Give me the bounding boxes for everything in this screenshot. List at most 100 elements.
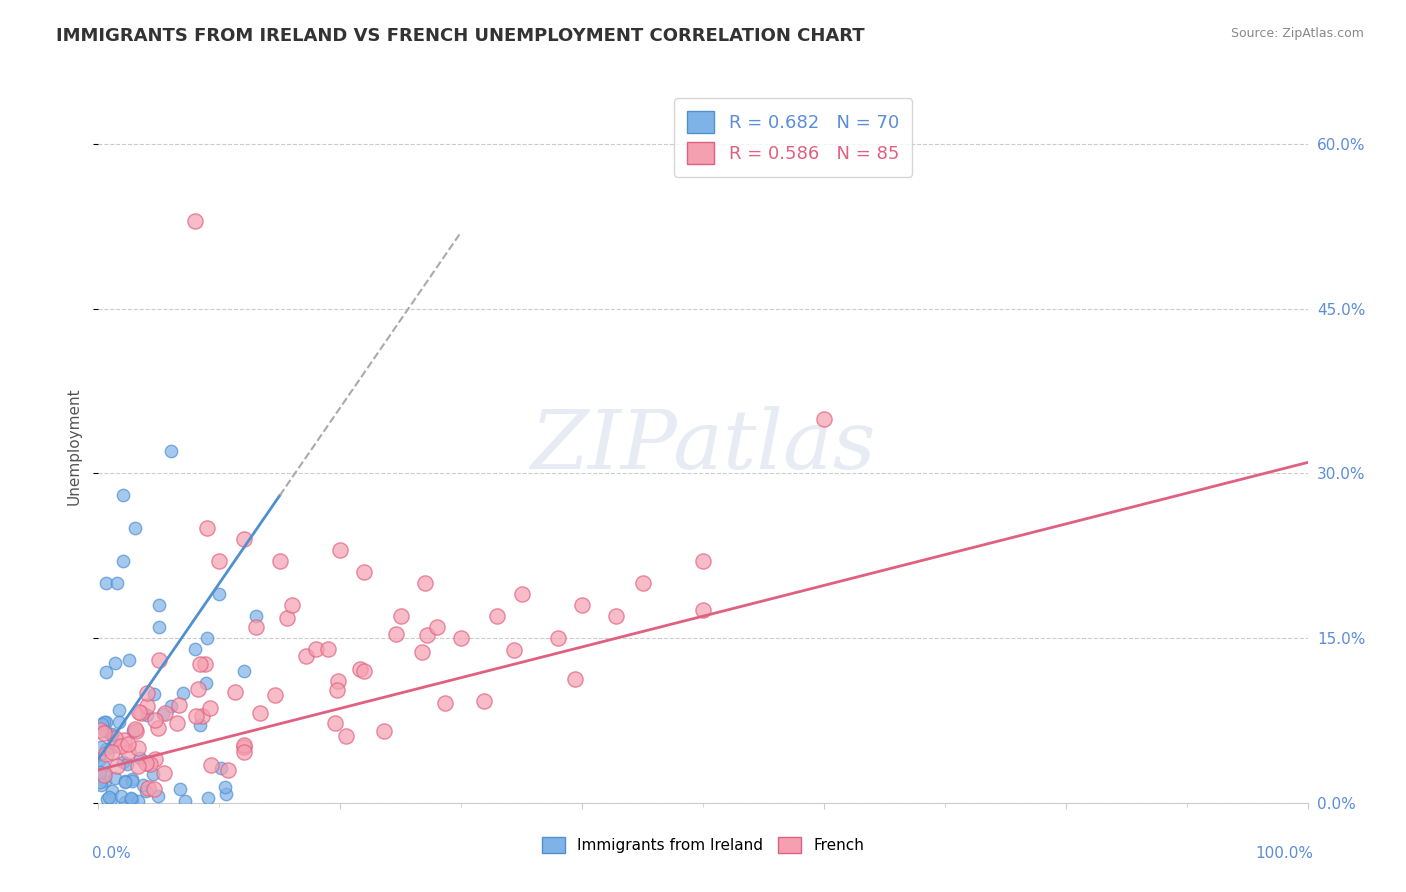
Point [416,628,439,642]
Point [148,620,170,634]
Point [510,587,533,601]
Point [195,676,218,690]
Point [112,733,135,747]
Point [434,697,457,711]
Point [605,609,627,624]
Point [132,778,155,792]
Point [323,716,346,731]
Point [89,775,111,789]
Point [124,722,146,736]
Point [93,726,115,740]
Point [89,765,111,780]
Point [631,576,654,591]
Point [90,779,112,793]
Point [105,759,128,773]
Point [385,626,408,640]
Point [184,709,207,723]
Point [93,767,115,781]
Point [121,724,143,739]
Text: ZIPatlas: ZIPatlas [530,406,876,486]
Point [96,742,118,756]
Point [269,554,291,568]
Point [547,631,569,645]
Point [100,728,122,742]
Point [139,756,162,771]
Point [110,789,132,803]
Point [136,698,159,713]
Text: 100.0%: 100.0% [1256,846,1313,861]
Point [96,791,118,805]
Point [94,714,117,729]
Point [135,686,157,700]
Text: 0.0%: 0.0% [93,846,131,861]
Point [101,745,124,759]
Text: IMMIGRANTS FROM IRELAND VS FRENCH UNEMPLOYMENT CORRELATION CHART: IMMIGRANTS FROM IRELAND VS FRENCH UNEMPL… [56,27,865,45]
Point [198,701,221,715]
Point [295,648,318,663]
Point [426,620,449,634]
Point [486,609,509,624]
Point [129,706,152,720]
Point [121,791,143,805]
Point [174,794,197,808]
Point [224,685,246,699]
Point [276,611,298,625]
Point [571,598,593,612]
Point [169,781,191,796]
Point [184,642,207,657]
Point [143,687,166,701]
Point [692,554,714,568]
Point [111,488,134,502]
Point [117,737,139,751]
Point [502,643,524,657]
Point [89,753,111,767]
Point [118,653,141,667]
Point [129,750,152,764]
Point [349,662,371,676]
Point [200,757,222,772]
Point [90,740,112,755]
Point [692,603,714,617]
Point [114,775,136,789]
Point [373,723,395,738]
Point [136,781,159,796]
Point [94,665,117,679]
Point [214,780,236,794]
Point [217,763,239,777]
Point [94,724,117,739]
Point [249,706,271,720]
Point [127,759,149,773]
Point [124,521,146,535]
Point [214,788,236,802]
Point [153,706,176,720]
Point [813,411,835,425]
Point [233,745,256,759]
Y-axis label: Unemployment: Unemployment [66,387,82,505]
Point [335,729,357,743]
Point [232,664,254,678]
Point [413,576,436,591]
Point [121,793,143,807]
Point [101,740,124,755]
Point [389,609,412,624]
Point [108,714,131,729]
Point [143,714,166,728]
Point [263,688,285,702]
Point [127,794,149,808]
Point [93,769,115,783]
Point [281,598,304,612]
Point [187,681,209,696]
Point [114,796,136,810]
Point [114,773,136,788]
Point [148,598,170,612]
Point [115,756,138,771]
Point [329,543,352,558]
Point [120,792,142,806]
Point [108,703,131,717]
Point [245,609,267,624]
Point [148,653,170,667]
Point [104,656,127,670]
Point [160,698,183,713]
Point [105,576,128,591]
Point [193,657,215,671]
